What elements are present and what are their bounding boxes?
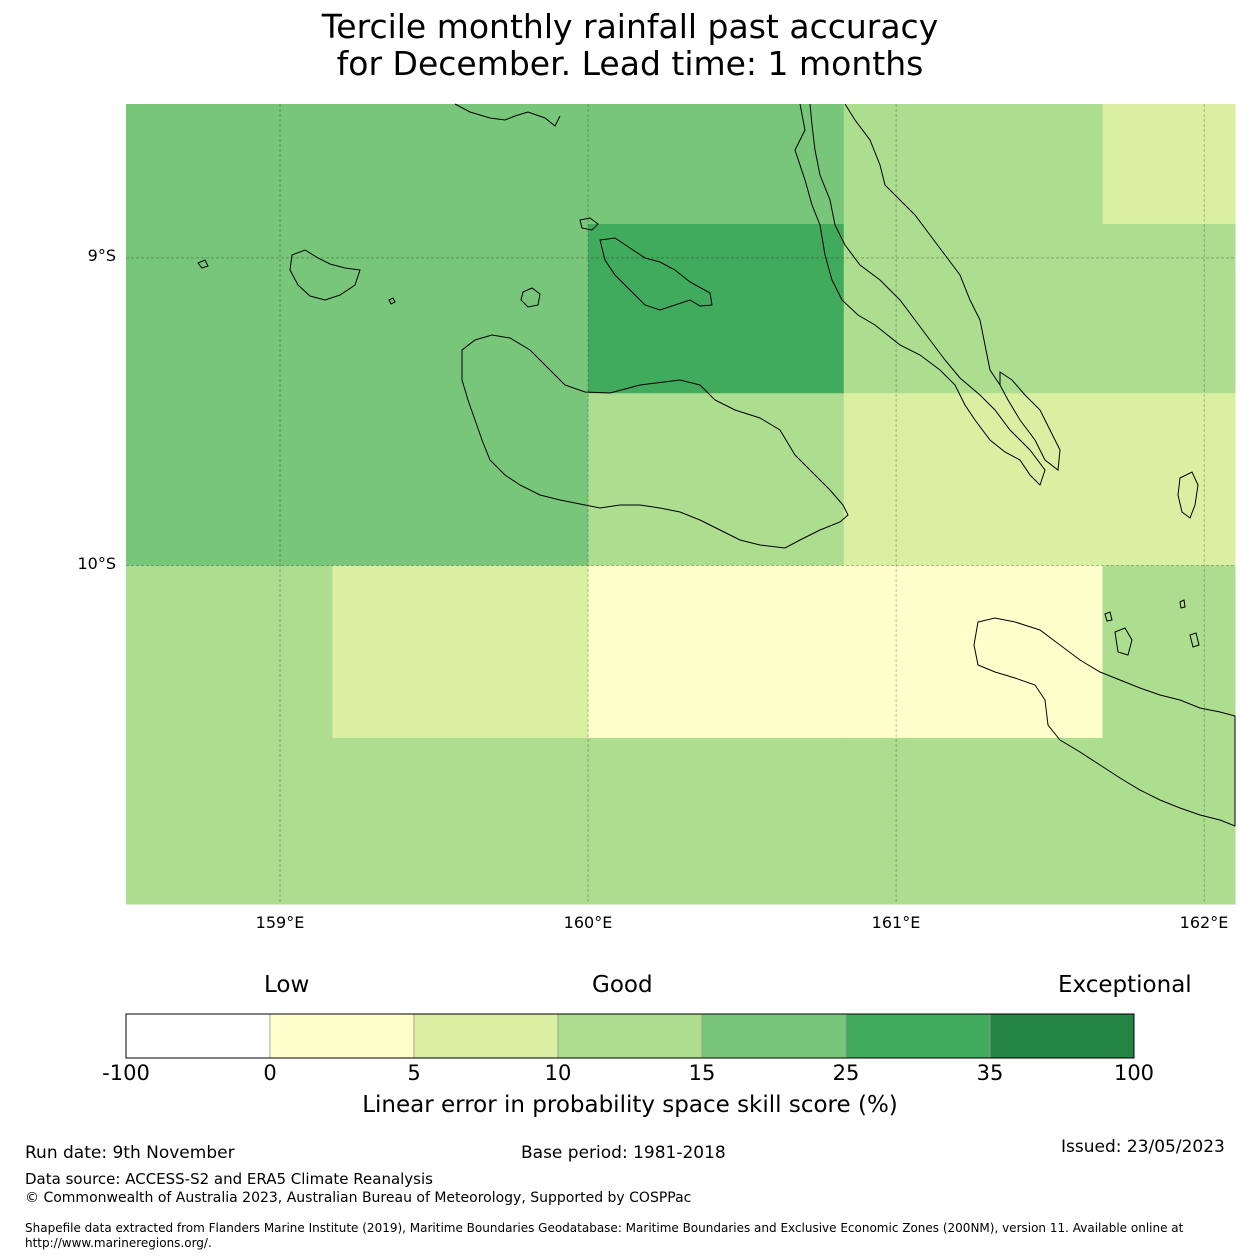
colorbar-tick-label: 35 xyxy=(976,1061,1004,1085)
coastline-malaita-east xyxy=(844,103,1001,386)
skill-cell xyxy=(332,565,589,739)
coastline-guadalcanal xyxy=(461,334,849,549)
skill-cell xyxy=(126,737,333,905)
skill-cell xyxy=(588,224,845,394)
coastline-small-isle-e xyxy=(1189,632,1200,648)
skill-cell xyxy=(332,393,589,567)
colorbar-tick-label: 0 xyxy=(263,1061,277,1085)
lat-label-10s: 10°S xyxy=(77,554,116,573)
base-period: Base period: 1981-2018 xyxy=(521,1143,726,1163)
skill-cell xyxy=(1102,737,1236,905)
legend-word-good: Good xyxy=(592,972,653,998)
skill-cell xyxy=(126,565,333,739)
skill-cell xyxy=(843,737,1104,905)
coastline-small-malaita xyxy=(999,371,1061,471)
lon-label-159e: 159°E xyxy=(255,913,305,932)
skill-cell xyxy=(843,565,1104,739)
coastline-small-isle-d xyxy=(1179,599,1186,609)
coastline-ulawa xyxy=(1114,627,1133,656)
copyright: © Commonwealth of Australia 2023, Austra… xyxy=(25,1190,692,1206)
coastline-makira xyxy=(973,617,1236,827)
colorbar-bin xyxy=(989,1013,1135,1059)
issued-date: Issued: 23/05/2023 xyxy=(1061,1137,1225,1157)
coastline-small-isle-b xyxy=(388,297,396,305)
skill-grid xyxy=(126,104,1236,905)
colorbar-bin xyxy=(413,1013,559,1059)
coastlines xyxy=(197,103,1236,827)
colorbar xyxy=(125,1013,1135,1059)
colorbar-tick-label: 100 xyxy=(1113,1061,1155,1085)
colorbar-bin xyxy=(269,1013,415,1059)
skill-cell xyxy=(332,737,589,905)
colorbar-bin xyxy=(701,1013,847,1059)
colorbar-bin xyxy=(125,1013,271,1059)
skill-cell xyxy=(843,224,1104,394)
coastline-small-isle-west xyxy=(197,259,209,269)
skill-cell xyxy=(843,393,1104,567)
lon-label-160e: 160°E xyxy=(563,913,613,932)
coastline-small-isle-c xyxy=(1104,611,1113,622)
skill-cell xyxy=(126,104,333,225)
skill-cell xyxy=(588,565,845,739)
skill-cell xyxy=(588,104,845,225)
coastline-florida-islands xyxy=(599,237,713,311)
skill-cell xyxy=(332,104,589,225)
colorbar-frame xyxy=(125,1013,1135,1059)
map-title-line2: for December. Lead time: 1 months xyxy=(336,44,924,83)
colorbar-tick-label: 15 xyxy=(688,1061,716,1085)
skill-cell xyxy=(588,393,845,567)
skill-cell xyxy=(843,104,1104,225)
colorbar-bin xyxy=(557,1013,703,1059)
skill-cell xyxy=(1102,565,1236,739)
colorbar-caption: Linear error in probability space skill … xyxy=(362,1092,898,1118)
colorbar-bin xyxy=(845,1013,991,1059)
shapefile-url: http://www.marineregions.org/. xyxy=(25,1236,212,1250)
legend-word-low: Low xyxy=(264,972,310,998)
run-date: Run date: 9th November xyxy=(25,1143,235,1163)
skill-cell xyxy=(126,224,333,394)
skill-cell xyxy=(1102,104,1236,225)
colorbar-tick-label: 5 xyxy=(407,1061,421,1085)
coastline-malaita xyxy=(794,103,1046,486)
map-panel xyxy=(126,103,1236,905)
graticule xyxy=(126,104,1235,904)
skill-cell xyxy=(332,224,589,394)
coastline-small-isle-a xyxy=(579,217,599,231)
colorbar-tick-label: 10 xyxy=(544,1061,572,1085)
lon-label-161e: 161°E xyxy=(871,913,921,932)
coastline-savo xyxy=(520,287,541,308)
coastline-russell-islands xyxy=(289,249,361,301)
shapefile-credit: Shapefile data extracted from Flanders M… xyxy=(25,1221,1184,1235)
skill-cell xyxy=(126,393,333,567)
skill-cell xyxy=(1102,224,1236,394)
colorbar-tick-label: -100 xyxy=(102,1061,150,1085)
skill-cell xyxy=(1102,393,1236,567)
data-source: Data source: ACCESS-S2 and ERA5 Climate … xyxy=(25,1170,433,1188)
map-title-line1: Tercile monthly rainfall past accuracy xyxy=(321,7,939,46)
skill-cell xyxy=(588,737,845,905)
lon-label-162e: 162°E xyxy=(1179,913,1229,932)
lat-label-9s: 9°S xyxy=(87,246,116,265)
coastline-isle-east xyxy=(1177,471,1199,519)
legend-word-exceptional: Exceptional xyxy=(1058,972,1192,998)
colorbar-tick-label: 25 xyxy=(832,1061,860,1085)
coastline-ngela-north xyxy=(454,103,561,127)
